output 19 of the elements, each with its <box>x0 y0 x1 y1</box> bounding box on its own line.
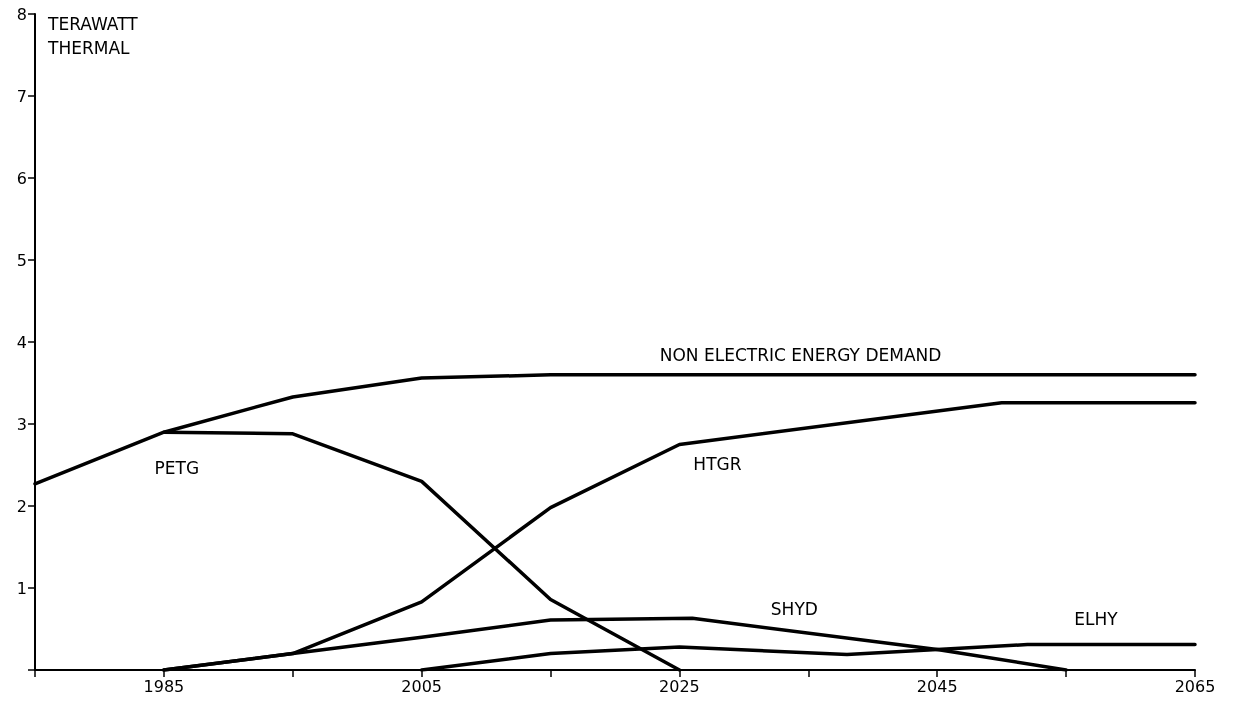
series-label: NON ELECTRIC ENERGY DEMAND <box>659 344 942 365</box>
series-label: PETG <box>154 458 200 479</box>
y-tick-label: 2 <box>16 496 27 516</box>
y-tick-label: 8 <box>16 4 27 24</box>
series-label: SHYD <box>770 599 818 620</box>
y-tick-label: 1 <box>16 578 27 598</box>
series-label: HTGR <box>693 453 742 474</box>
y-axis-title: TERAWATT THERMAL <box>47 14 144 58</box>
x-tick-label: 2025 <box>659 676 700 696</box>
x-tick-label: 2045 <box>916 676 958 696</box>
y-tick-label: 5 <box>16 250 27 270</box>
y-tick-label: 4 <box>16 332 27 352</box>
x-tick-label: 1985 <box>143 676 185 696</box>
x-tick-label: 2065 <box>1174 676 1216 696</box>
x-tick-label: 2005 <box>401 676 443 696</box>
y-tick-label: 6 <box>16 168 27 188</box>
y-tick-label: 3 <box>16 414 27 434</box>
y-tick-label: 7 <box>16 86 27 106</box>
series-label: ELHY <box>1074 608 1119 629</box>
